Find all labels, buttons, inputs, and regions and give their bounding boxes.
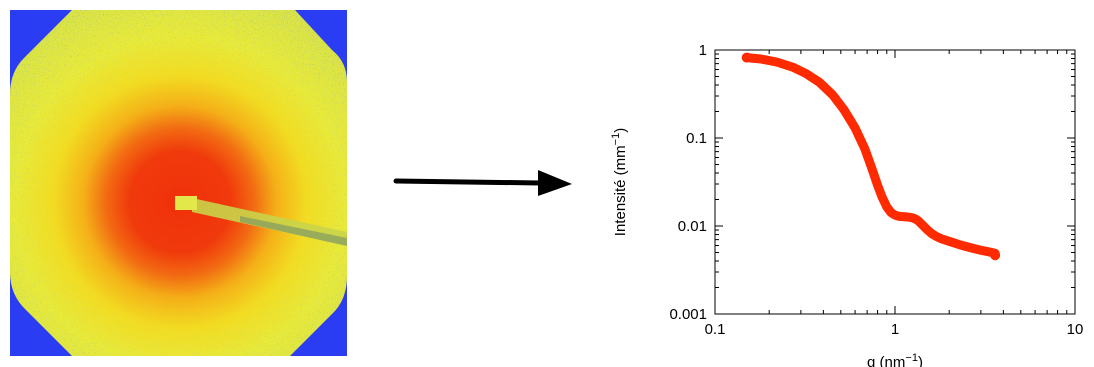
beamstop-arm-shadow [240, 216, 347, 246]
y-tick-label: 0.01 [678, 218, 707, 235]
x-tick-label: 10 [1067, 321, 1084, 338]
data-point-end [990, 250, 1001, 261]
right-arrow-icon [393, 170, 572, 196]
series-line [742, 53, 1000, 258]
y-tick-label: 0.001 [669, 306, 707, 323]
beamstop [175, 196, 197, 210]
x-axis-label: q (nm−1) [867, 352, 923, 367]
y-axis-label: Intensité (mm−1) [610, 128, 629, 236]
saxs-intensity-chart: 0.1 1 10 0.001 0.01 0.1 1 q (nm−1) Intensité (… [610, 42, 1083, 367]
data-point-start [741, 52, 752, 63]
detector-image [10, 10, 347, 356]
y-tick-label: 0.1 [686, 130, 707, 147]
x-tick-label: 0.1 [705, 321, 726, 338]
axis-tick-labels: 0.1 1 10 0.001 0.01 0.1 1 [669, 42, 1083, 338]
detector-noise [10, 10, 347, 356]
x-tick-label: 1 [891, 321, 899, 338]
plot-frame [714, 49, 1076, 315]
y-tick-label: 1 [699, 42, 707, 59]
axis-ticks [714, 50, 1075, 315]
data-series [741, 52, 1001, 261]
